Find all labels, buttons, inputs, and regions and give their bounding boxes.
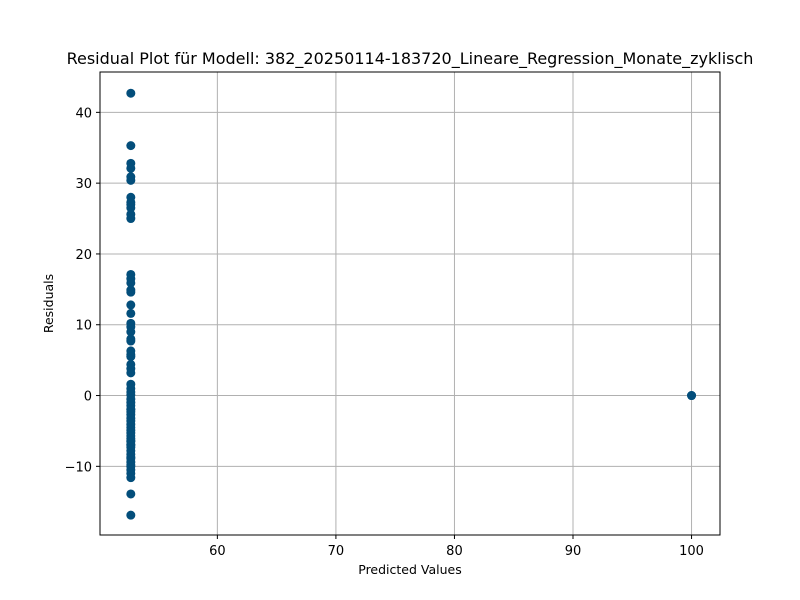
- residual-point: [126, 460, 136, 470]
- residual-point: [126, 214, 136, 224]
- residual-point: [126, 352, 136, 362]
- x-tick-label: 70: [328, 544, 345, 559]
- residual-point: [126, 452, 136, 462]
- residual-point: [126, 203, 136, 213]
- residual-point: [126, 440, 136, 450]
- residual-point: [126, 141, 136, 151]
- grid-lines: [100, 72, 720, 535]
- y-axis-ticks: −10 0 10 20 30 40: [65, 106, 100, 475]
- x-tick-label: 90: [565, 544, 582, 559]
- y-tick-label: 20: [75, 248, 92, 263]
- residual-point: [126, 163, 136, 173]
- y-tick-label: 30: [75, 177, 92, 192]
- x-tick-label: 100: [679, 544, 704, 559]
- residual-point: [126, 405, 136, 415]
- residual-point: [126, 308, 136, 318]
- residual-point: [687, 391, 697, 401]
- residual-point: [126, 327, 136, 337]
- x-axis-ticks: 60 70 80 90 100: [209, 535, 704, 559]
- scatter-points: [126, 88, 697, 520]
- residual-point: [126, 473, 136, 483]
- residual-point: [126, 368, 136, 378]
- residual-point: [126, 510, 136, 520]
- residual-point: [126, 88, 136, 98]
- y-tick-label: 10: [75, 319, 92, 334]
- y-tick-label: 0: [84, 390, 92, 405]
- residual-point: [126, 278, 136, 288]
- x-tick-label: 60: [209, 544, 226, 559]
- residual-point: [126, 336, 136, 346]
- residual-point: [126, 175, 136, 185]
- residual-point: [126, 489, 136, 499]
- residual-point: [126, 287, 136, 297]
- y-tick-label: 40: [75, 106, 92, 121]
- y-tick-label: −10: [65, 460, 92, 475]
- chart-title: Residual Plot für Modell: 382_20250114-1…: [67, 49, 754, 69]
- x-axis-label: Predicted Values: [358, 562, 462, 577]
- y-axis-label: Residuals: [41, 274, 56, 333]
- plot-frame: [99, 71, 721, 536]
- residual-point: [126, 300, 136, 310]
- x-tick-label: 80: [446, 544, 463, 559]
